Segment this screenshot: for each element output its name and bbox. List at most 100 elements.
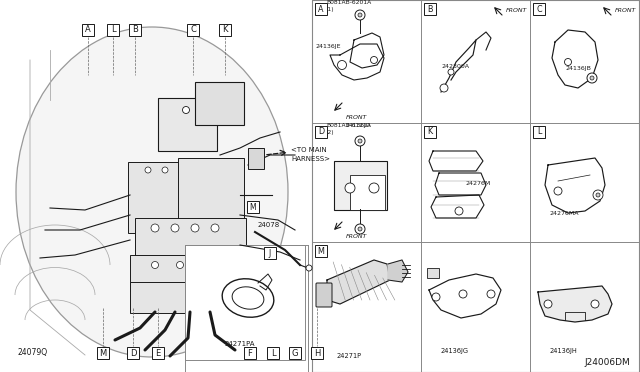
FancyBboxPatch shape — [195, 81, 243, 125]
Bar — [267, 347, 279, 359]
Circle shape — [487, 290, 495, 298]
Polygon shape — [327, 260, 390, 304]
Text: D: D — [130, 349, 136, 357]
Circle shape — [152, 262, 159, 269]
Circle shape — [306, 265, 312, 271]
Circle shape — [345, 183, 355, 193]
Circle shape — [596, 193, 600, 197]
Text: C: C — [190, 26, 196, 35]
Text: B: B — [428, 4, 433, 13]
Ellipse shape — [16, 27, 288, 357]
Bar — [127, 347, 139, 359]
Bar — [533, 126, 545, 138]
Text: J24006DM: J24006DM — [584, 358, 630, 367]
Text: FRONT: FRONT — [346, 234, 367, 239]
Circle shape — [358, 13, 362, 17]
Circle shape — [440, 84, 448, 92]
Bar — [97, 347, 109, 359]
Circle shape — [369, 183, 379, 193]
Text: 24136JG: 24136JG — [441, 348, 469, 354]
Bar — [427, 268, 439, 278]
Bar — [129, 24, 141, 36]
Text: G: G — [292, 349, 298, 357]
Bar — [315, 3, 327, 15]
Circle shape — [191, 224, 199, 232]
Bar — [247, 201, 259, 213]
Bar — [107, 24, 119, 36]
Ellipse shape — [222, 279, 274, 317]
Text: 24276MA: 24276MA — [550, 211, 579, 216]
Circle shape — [371, 57, 378, 64]
Circle shape — [355, 224, 365, 234]
Text: (2): (2) — [326, 130, 335, 135]
Text: D: D — [318, 128, 324, 137]
Circle shape — [587, 73, 597, 83]
Text: A: A — [85, 26, 91, 35]
Circle shape — [358, 227, 362, 231]
Bar — [244, 347, 256, 359]
Text: K: K — [428, 128, 433, 137]
FancyBboxPatch shape — [333, 160, 387, 209]
Circle shape — [171, 224, 179, 232]
FancyBboxPatch shape — [248, 148, 264, 169]
Text: FRONT: FRONT — [615, 9, 636, 13]
Text: 24078: 24078 — [258, 222, 280, 228]
Ellipse shape — [232, 287, 264, 309]
Text: C: C — [536, 4, 542, 13]
Polygon shape — [538, 286, 612, 322]
Bar — [219, 24, 231, 36]
Text: 24136JH: 24136JH — [550, 348, 578, 354]
Circle shape — [358, 139, 362, 143]
Circle shape — [337, 61, 346, 70]
Circle shape — [590, 76, 594, 80]
Bar — [187, 24, 199, 36]
Circle shape — [151, 224, 159, 232]
Text: FRONT: FRONT — [506, 9, 527, 13]
Bar — [315, 245, 327, 257]
Bar — [315, 126, 327, 138]
Text: B081A8-6121A: B081A8-6121A — [326, 123, 371, 128]
Bar — [264, 247, 276, 259]
Circle shape — [448, 69, 454, 75]
Text: L: L — [111, 26, 115, 35]
Circle shape — [459, 290, 467, 298]
Text: M: M — [250, 202, 256, 212]
Text: M: M — [317, 247, 324, 256]
Text: (1): (1) — [326, 7, 335, 12]
Circle shape — [554, 187, 562, 195]
Text: M: M — [99, 349, 107, 357]
Circle shape — [211, 224, 219, 232]
Circle shape — [355, 136, 365, 146]
Circle shape — [162, 167, 168, 173]
Text: F: F — [248, 349, 252, 357]
Text: J: J — [269, 248, 271, 257]
Text: 242300A: 242300A — [441, 64, 469, 69]
FancyBboxPatch shape — [177, 157, 243, 234]
Text: 24136JD: 24136JD — [345, 123, 371, 128]
Text: A: A — [318, 4, 324, 13]
Circle shape — [177, 262, 184, 269]
Circle shape — [355, 10, 365, 20]
Circle shape — [593, 190, 603, 200]
Text: E: E — [156, 349, 161, 357]
FancyBboxPatch shape — [129, 282, 241, 312]
FancyBboxPatch shape — [349, 175, 385, 210]
FancyBboxPatch shape — [157, 97, 216, 151]
Text: B081AB-6201A: B081AB-6201A — [326, 0, 371, 5]
Bar — [311, 347, 323, 359]
Circle shape — [432, 293, 440, 301]
Text: L: L — [537, 128, 541, 137]
Text: K: K — [222, 26, 228, 35]
Bar — [424, 126, 436, 138]
Bar — [312, 0, 639, 372]
Text: 24079Q: 24079Q — [18, 348, 48, 357]
Text: HARNESS>: HARNESS> — [291, 156, 330, 162]
FancyBboxPatch shape — [134, 218, 246, 263]
Bar — [533, 3, 545, 15]
Text: <TO MAIN: <TO MAIN — [291, 147, 327, 153]
Circle shape — [544, 300, 552, 308]
Text: 24271PA: 24271PA — [225, 341, 255, 347]
FancyBboxPatch shape — [316, 283, 332, 307]
Text: FRONT: FRONT — [346, 115, 367, 120]
Bar — [185, 245, 305, 360]
